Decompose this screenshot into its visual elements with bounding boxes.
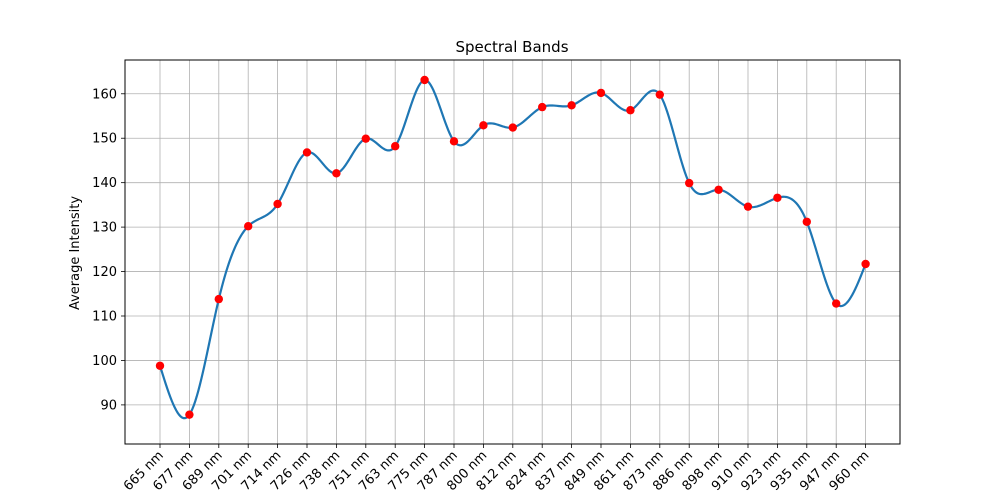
data-point (832, 299, 841, 308)
y-tick-label: 110 (92, 310, 117, 325)
data-point (861, 259, 870, 269)
data-point (655, 90, 664, 99)
data-point (567, 101, 576, 110)
y-tick-label: 140 (92, 176, 117, 191)
data-point (743, 202, 753, 211)
grid-lines (125, 60, 900, 444)
data-point (155, 361, 165, 370)
data-point (273, 199, 282, 209)
data-point (302, 148, 312, 157)
y-tick-label: 150 (92, 132, 117, 147)
data-point (626, 106, 635, 115)
data-point (773, 193, 782, 202)
y-tick-label: 120 (92, 265, 117, 280)
data-point (508, 123, 517, 132)
data-point (449, 137, 459, 146)
data-point (596, 88, 606, 98)
data-point (332, 169, 341, 178)
data-point (538, 102, 547, 112)
y-tick-label: 90 (100, 398, 117, 413)
data-point (391, 142, 400, 151)
y-tick-label: 100 (92, 354, 117, 369)
data-point (714, 185, 723, 194)
chart-title: Spectral Bands (455, 38, 568, 56)
data-point (685, 178, 694, 188)
y-tick-label: 130 (92, 221, 117, 236)
y-axis-ticks: 90 100 110 120 130 140 150 160 (92, 87, 125, 413)
data-markers (155, 75, 870, 419)
y-axis-label: Average Intensity (68, 196, 83, 310)
data-point (420, 75, 429, 85)
data-point (802, 217, 811, 226)
y-tick-label: 160 (92, 87, 117, 102)
data-point (479, 121, 488, 130)
data-point (244, 222, 253, 231)
data-point (185, 410, 194, 419)
data-point (214, 294, 223, 304)
data-point (361, 134, 370, 143)
